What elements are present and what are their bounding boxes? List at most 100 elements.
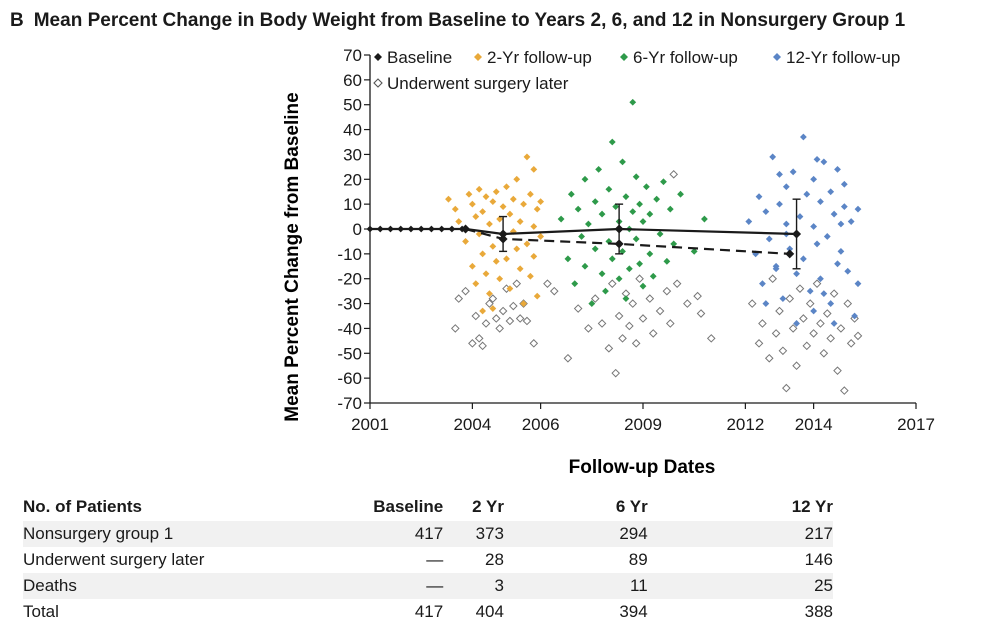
y-tick-label: -10 (337, 245, 362, 264)
data-point (810, 307, 818, 315)
data-point (663, 257, 671, 265)
data-point (823, 233, 831, 240)
data-point (840, 180, 848, 188)
data-point (810, 175, 818, 183)
legend-label: Baseline (387, 48, 452, 67)
data-point (762, 208, 770, 215)
data-point (635, 274, 644, 284)
table-cell: 89 (628, 550, 648, 569)
data-point (491, 314, 501, 323)
data-point (643, 183, 650, 191)
table-cell: 146 (804, 550, 833, 569)
data-point (672, 279, 682, 288)
data-point (822, 309, 832, 318)
data-point (615, 275, 623, 283)
data-point (523, 240, 531, 248)
data-point (805, 299, 815, 308)
data-point (826, 334, 835, 343)
data-point (533, 205, 541, 213)
table-cell: 404 (475, 602, 504, 621)
data-point (792, 361, 801, 371)
data-point (513, 245, 521, 253)
data-point (833, 366, 842, 375)
data-point (796, 213, 804, 220)
legend-label: 2-Yr follow-up (487, 48, 592, 67)
data-point (625, 321, 634, 331)
data-point (693, 291, 702, 301)
data-point (625, 265, 633, 273)
data-point (755, 193, 763, 201)
data-point (776, 200, 783, 208)
data-point (529, 339, 539, 348)
data-point (653, 195, 661, 203)
data-point (843, 299, 853, 308)
data-point (813, 156, 821, 163)
legend-label: 6-Yr follow-up (633, 48, 738, 67)
data-point (622, 295, 630, 302)
data-point (802, 341, 812, 351)
data-point (775, 306, 784, 316)
data-point (785, 294, 795, 303)
table-cell: 3 (443, 573, 504, 599)
row-label: Underwent surgery later (23, 550, 205, 569)
table-row: Deaths — 3 11 25 (23, 573, 833, 599)
data-point (782, 383, 791, 393)
data-point (495, 324, 504, 333)
data-point (537, 198, 545, 206)
data-point (486, 220, 493, 228)
y-tick-label: -50 (337, 344, 362, 363)
data-point (557, 215, 565, 223)
legend-entry: Underwent surgery later (373, 74, 569, 93)
y-tick-label: 70 (343, 46, 362, 65)
data-point (602, 287, 609, 295)
data-point (660, 178, 667, 186)
data-point (817, 198, 824, 206)
data-point (799, 314, 808, 323)
data-point (588, 300, 596, 307)
chart-title: Mean Percent Change in Body Weight from … (33, 10, 906, 31)
data-point (803, 190, 811, 198)
data-point (549, 286, 559, 296)
data-point (574, 205, 582, 213)
data-point (629, 98, 637, 106)
data-point (834, 165, 841, 173)
data-point (701, 215, 708, 223)
data-point (827, 300, 835, 307)
data-point (598, 210, 606, 218)
data-point (639, 282, 647, 290)
solid-mean-line (370, 227, 797, 236)
data-point (665, 319, 675, 328)
data-point (509, 301, 518, 311)
patients-table: No. of Patients Baseline 2 Yr 6 Yr 12 Yr… (23, 493, 833, 625)
data-point (677, 190, 684, 198)
x-tick-label: 2009 (624, 415, 662, 434)
table-row: Total 417 404 394 388 (23, 599, 833, 625)
table-row: Underwent surgery later — 28 89 146 (23, 547, 833, 573)
data-point (488, 294, 498, 303)
legend-marker (373, 78, 383, 88)
y-tick-label: 20 (343, 170, 362, 189)
data-point (666, 205, 674, 213)
table-cell: 417 (414, 602, 444, 621)
data-point (451, 205, 459, 213)
y-tick-label: 30 (343, 145, 362, 164)
row-label: Nonsurgery group 1 (23, 521, 368, 547)
data-point (645, 294, 655, 303)
data-point (632, 235, 640, 243)
y-axis-label: Mean Percent Change from Baseline (282, 92, 303, 421)
y-tick-label: -20 (337, 270, 362, 289)
table-cell: 25 (647, 573, 833, 599)
data-point (530, 223, 538, 230)
data-point (706, 334, 716, 343)
data-point (461, 286, 470, 296)
data-point (482, 270, 490, 278)
x-tick-label: 2012 (726, 415, 764, 434)
data-point (817, 275, 824, 283)
data-point (765, 235, 773, 243)
data-point (479, 208, 487, 215)
series-2-yr-follow-up (445, 153, 545, 315)
legend-entry: 12-Yr follow-up (773, 48, 900, 67)
data-point (771, 329, 781, 338)
x-tick-label: 2017 (897, 415, 935, 434)
data-point (619, 158, 626, 166)
